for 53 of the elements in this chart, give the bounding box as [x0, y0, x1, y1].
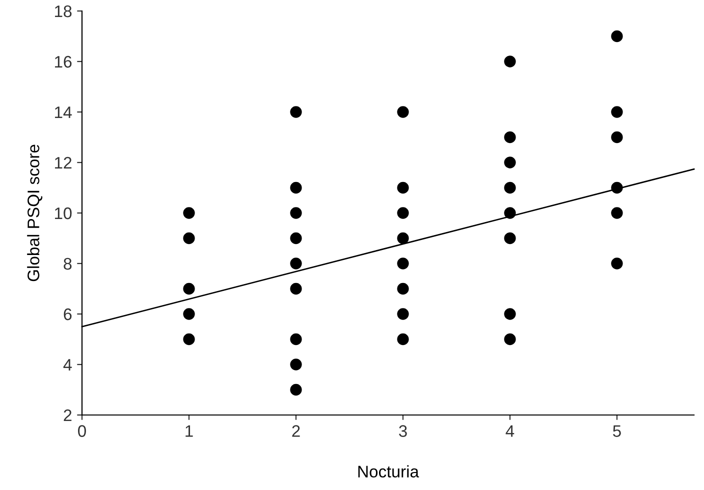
y-tick-label: 8	[64, 258, 72, 270]
point	[504, 232, 516, 244]
x-tick-label: 2	[292, 425, 300, 437]
point	[504, 333, 516, 346]
y-tick-label: 16	[55, 56, 72, 68]
y-tick-label: 10	[55, 207, 72, 220]
y-axis-title: Global PSQI score	[27, 144, 42, 282]
point	[290, 232, 302, 244]
point	[611, 106, 623, 118]
point	[397, 106, 409, 118]
x-tick-label: 4	[506, 425, 514, 437]
point	[183, 308, 195, 320]
point	[397, 333, 409, 346]
y-tick-label: 4	[63, 359, 72, 371]
point	[504, 131, 516, 144]
point	[183, 282, 195, 295]
point	[290, 258, 302, 270]
point	[183, 207, 195, 219]
x-axis-title: Nocturia	[358, 465, 420, 478]
point	[611, 131, 623, 144]
x-tick-label: 1	[186, 425, 193, 437]
point	[397, 232, 409, 244]
x-tick-label: 0	[78, 425, 86, 437]
point	[290, 282, 302, 295]
y-tick-label: 14	[55, 106, 72, 118]
point	[611, 207, 623, 219]
point	[290, 358, 302, 370]
point	[504, 182, 516, 194]
y-tick-label: 18	[55, 5, 72, 18]
point	[290, 384, 302, 396]
y-tick-label: 12	[55, 156, 72, 169]
x-tick-label: 3	[398, 425, 407, 437]
point	[397, 258, 409, 270]
point	[611, 30, 623, 42]
point	[504, 56, 516, 68]
y-tick-label: 6	[64, 308, 72, 320]
point	[290, 182, 302, 194]
point	[290, 333, 302, 346]
point	[397, 308, 409, 320]
point	[183, 333, 195, 346]
point	[504, 207, 516, 219]
point	[397, 282, 409, 295]
point	[183, 232, 195, 244]
point	[397, 182, 409, 194]
point	[504, 308, 516, 320]
y-tick-label: 2	[64, 409, 72, 422]
point	[611, 182, 623, 194]
x-tick-label: 5	[613, 425, 621, 437]
point	[290, 106, 302, 118]
point	[290, 207, 302, 219]
point	[504, 156, 516, 168]
point	[397, 207, 409, 219]
point	[611, 258, 623, 270]
